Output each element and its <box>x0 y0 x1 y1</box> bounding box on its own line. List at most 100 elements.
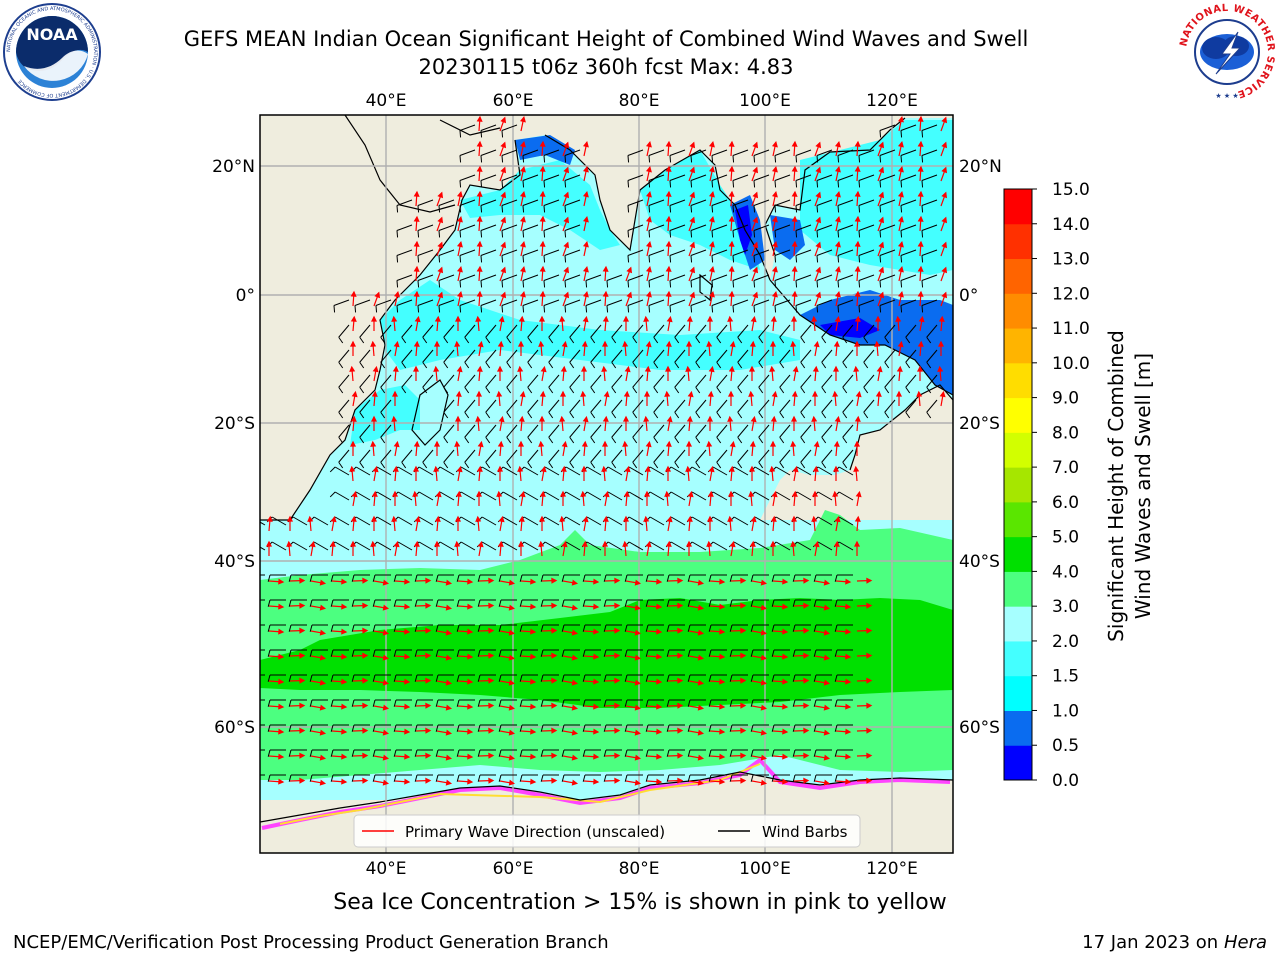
wave-direction-arrow <box>560 465 567 482</box>
wind-barb <box>666 674 685 682</box>
wave-direction-arrow <box>854 165 861 182</box>
wind-barb <box>401 449 413 469</box>
colorbar-segment <box>1004 710 1032 746</box>
wave-direction-arrow <box>581 340 588 357</box>
wind-barb <box>422 324 434 344</box>
wave-direction-arrow <box>709 578 726 585</box>
wind-barb <box>443 324 455 344</box>
wind-barb <box>674 324 686 344</box>
wind-barb <box>485 349 497 369</box>
wave-direction-arrow <box>625 754 642 761</box>
wave-direction-arrow <box>751 779 768 786</box>
wave-direction-arrow <box>877 166 885 182</box>
wave-direction-arrow <box>538 415 546 431</box>
wind-barb <box>771 699 790 707</box>
wave-direction-arrow <box>749 540 756 557</box>
wave-direction-arrow <box>478 652 495 659</box>
wave-direction-arrow <box>791 140 798 157</box>
wave-direction-arrow <box>814 166 822 182</box>
wind-barb <box>260 574 265 576</box>
wave-direction-arrow <box>373 729 390 736</box>
wave-direction-arrow <box>727 315 734 332</box>
wave-direction-arrow <box>729 440 736 457</box>
wind-barb <box>417 249 434 263</box>
wind-barb <box>750 574 769 582</box>
wave-direction-arrow <box>665 290 672 307</box>
wind-barb <box>417 224 434 238</box>
wind-barb <box>435 774 454 782</box>
wave-direction-arrow <box>667 652 684 659</box>
wave-direction-arrow <box>792 465 799 482</box>
wave-direction-arrow <box>539 240 546 257</box>
wave-direction-arrow <box>667 627 684 634</box>
wave-direction-arrow <box>499 604 516 611</box>
wave-direction-arrow <box>436 191 444 207</box>
wave-direction-arrow <box>436 216 444 232</box>
wind-barb <box>267 574 286 582</box>
wave-direction-arrow <box>832 390 839 407</box>
wind-barb <box>527 424 539 444</box>
wave-direction-arrow <box>730 702 747 709</box>
wave-direction-arrow <box>477 340 484 357</box>
wind-barb <box>800 324 812 344</box>
wave-direction-arrow <box>394 753 411 760</box>
wave-direction-arrow <box>769 365 776 382</box>
wind-barb <box>774 174 791 188</box>
wind-barb <box>771 624 790 632</box>
wind-barb <box>708 599 727 607</box>
wave-direction-arrow <box>728 465 735 482</box>
wave-direction-arrow <box>583 728 600 735</box>
wave-direction-arrow <box>688 166 696 182</box>
wave-direction-arrow <box>771 266 778 282</box>
wind-barb <box>653 449 665 469</box>
wave-direction-arrow <box>540 365 547 382</box>
wind-barb <box>653 399 665 419</box>
wave-direction-arrow <box>520 678 537 685</box>
wave-direction-arrow <box>771 191 778 207</box>
wind-barb <box>501 274 518 288</box>
wave-direction-arrow <box>917 290 924 307</box>
wave-direction-arrow <box>687 490 694 507</box>
wave-direction-arrow <box>751 629 768 636</box>
wind-barb <box>603 574 622 582</box>
wind-barb <box>669 274 686 288</box>
wind-barb <box>711 224 728 238</box>
wind-barb <box>267 774 286 782</box>
wave-direction-arrow <box>310 579 327 586</box>
wave-direction-arrow <box>436 729 453 736</box>
wind-barb <box>359 349 371 369</box>
wind-barb <box>774 249 791 263</box>
colorbar-tick-label: 2.0 <box>1052 632 1079 652</box>
wave-direction-arrow <box>289 677 306 684</box>
wave-direction-arrow <box>413 440 420 457</box>
wind-barb <box>926 349 938 369</box>
wave-direction-arrow <box>457 778 474 785</box>
wave-direction-arrow <box>793 777 810 784</box>
wave-direction-arrow <box>604 602 621 609</box>
wave-direction-arrow <box>667 677 684 684</box>
wind-barb <box>821 349 833 369</box>
wind-barb <box>837 224 854 238</box>
wave-direction-arrow <box>603 390 610 407</box>
wind-barb <box>816 274 833 288</box>
wave-direction-arrow <box>856 652 873 659</box>
wave-direction-arrow <box>916 390 923 407</box>
wind-barb <box>837 149 854 163</box>
wave-direction-arrow <box>582 315 589 332</box>
wave-direction-arrow <box>772 603 789 610</box>
lon-label: 60°E <box>493 91 534 111</box>
wind-barb <box>921 149 938 163</box>
wave-direction-arrow <box>643 515 650 532</box>
wind-barb <box>267 699 286 707</box>
colorbar-segment <box>1004 606 1032 642</box>
footer-date: 17 Jan 2023 on Hera <box>1082 932 1267 953</box>
wave-direction-arrow <box>352 602 369 609</box>
wind-barb <box>800 349 812 369</box>
wave-direction-arrow <box>646 603 663 610</box>
wave-direction-arrow <box>352 777 369 784</box>
wave-direction-arrow <box>268 578 285 585</box>
wave-direction-arrow <box>499 216 507 232</box>
wave-direction-arrow <box>538 440 545 457</box>
wind-barb <box>498 774 517 782</box>
wind-barb <box>648 149 665 163</box>
